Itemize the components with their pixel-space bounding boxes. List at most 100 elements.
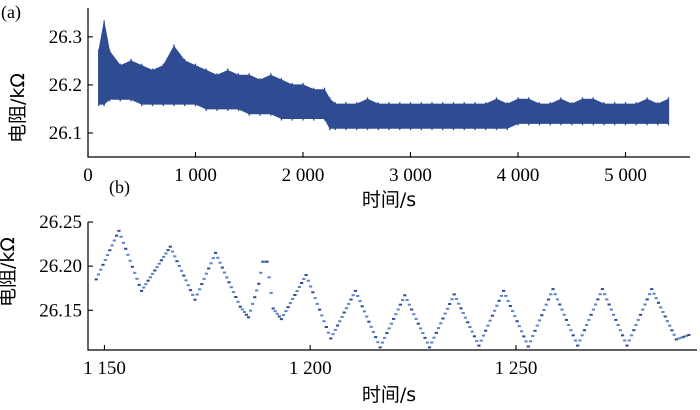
data-point <box>412 313 416 316</box>
data-point <box>396 308 400 311</box>
data-point <box>495 304 499 307</box>
data-point <box>661 311 665 313</box>
data-point <box>164 252 168 255</box>
data-point <box>333 328 337 331</box>
data-point <box>238 305 242 308</box>
data-point <box>353 289 358 292</box>
data-point <box>423 336 427 339</box>
data-point <box>360 305 364 308</box>
data-point <box>218 261 222 264</box>
data-point <box>484 329 488 332</box>
data-point <box>432 336 436 339</box>
data-point <box>349 298 353 301</box>
data-point <box>454 298 459 300</box>
data-point <box>627 339 631 342</box>
data-point <box>546 298 551 301</box>
data-point <box>248 309 253 312</box>
data-point <box>315 302 319 305</box>
data-point <box>214 251 218 254</box>
data-point <box>684 334 688 337</box>
y-tick-label: 26.20 <box>39 256 82 277</box>
data-point <box>475 339 479 342</box>
x-tick-label: 1 000 <box>174 165 217 186</box>
data-point <box>668 324 672 327</box>
data-point <box>344 307 349 310</box>
data-point <box>513 315 517 318</box>
data-point <box>502 289 506 292</box>
data-point <box>427 346 432 349</box>
data-point <box>195 293 199 296</box>
data-point <box>436 327 441 330</box>
data-point <box>389 322 393 325</box>
data-point <box>326 331 331 334</box>
data-point <box>576 344 580 347</box>
data-point <box>537 319 542 322</box>
data-point <box>282 314 286 317</box>
data-point <box>304 274 308 276</box>
data-point <box>358 300 362 303</box>
panel-b-series <box>94 229 691 349</box>
data-point <box>405 299 409 301</box>
data-point <box>591 308 595 311</box>
data-point <box>207 267 211 270</box>
data-point <box>670 329 674 332</box>
data-point <box>374 336 378 339</box>
data-point <box>342 311 346 314</box>
data-point <box>302 278 306 280</box>
data-point <box>101 263 105 266</box>
data-point <box>166 249 170 252</box>
data-point <box>184 279 188 282</box>
data-point <box>155 266 159 269</box>
data-point <box>589 313 593 316</box>
data-point <box>148 276 152 279</box>
data-point <box>493 309 497 312</box>
data-point <box>240 308 244 311</box>
data-point <box>135 277 139 280</box>
data-point <box>105 254 110 257</box>
data-point <box>202 277 206 280</box>
data-point <box>173 255 177 258</box>
data-point <box>291 298 295 300</box>
data-point <box>380 341 384 344</box>
data-point <box>499 294 503 297</box>
data-point <box>488 319 492 322</box>
data-point <box>625 344 629 347</box>
data-point <box>511 310 515 313</box>
data-point <box>421 332 425 335</box>
data-point <box>663 315 667 318</box>
data-point <box>533 329 537 332</box>
data-point <box>524 340 528 343</box>
data-point <box>629 334 634 337</box>
data-point <box>522 335 526 338</box>
data-point <box>638 313 643 316</box>
data-point <box>531 335 535 337</box>
data-point <box>153 269 157 272</box>
data-point <box>119 235 123 238</box>
data-point <box>645 298 649 301</box>
data-point <box>362 310 366 313</box>
data-point <box>293 294 297 296</box>
data-point <box>306 279 310 282</box>
data-point <box>103 259 107 261</box>
data-point <box>410 308 414 311</box>
data-point <box>528 340 533 343</box>
data-point <box>459 307 463 310</box>
data-point <box>255 289 259 292</box>
data-point <box>267 276 271 279</box>
data-point <box>544 303 548 306</box>
x-tick-label: 1 200 <box>289 358 332 379</box>
data-point <box>253 296 257 299</box>
panel-b-y-ticks: 26.15 26.20 26.25 <box>39 212 93 321</box>
data-point <box>227 281 231 284</box>
data-point <box>614 318 618 321</box>
data-point <box>222 271 227 274</box>
data-point <box>108 249 112 252</box>
data-point <box>414 317 418 320</box>
panel-b-axes <box>87 222 697 351</box>
data-point <box>526 345 530 348</box>
data-point <box>567 324 571 326</box>
data-point <box>407 303 411 306</box>
data-point <box>182 274 186 277</box>
data-point <box>623 339 627 342</box>
